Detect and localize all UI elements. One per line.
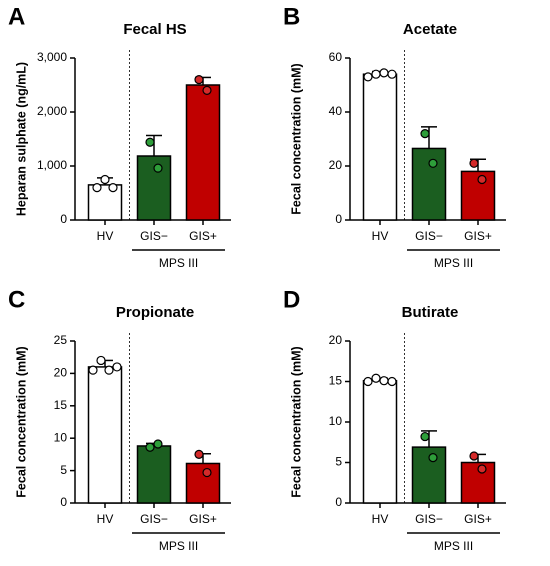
bar: [362, 379, 398, 504]
data-point: [371, 373, 381, 383]
data-point: [88, 365, 98, 375]
y-tick-label: 10: [54, 430, 68, 444]
data-point: [379, 68, 389, 78]
group-label: MPS III: [434, 539, 473, 553]
bar: [87, 366, 123, 504]
x-tick-label: GIS−: [415, 229, 443, 243]
y-tick-label: 2,000: [37, 104, 67, 118]
data-point: [202, 467, 212, 478]
x-tick-label: HV: [372, 512, 389, 526]
x-tick-label: GIS+: [464, 512, 492, 526]
data-point: [92, 183, 102, 193]
y-tick-label: 25: [54, 333, 68, 347]
data-point: [469, 158, 479, 168]
data-point: [428, 158, 438, 168]
y-tick-label: 20: [329, 158, 343, 172]
y-tick-label: 0: [335, 495, 342, 509]
panel-letter: C: [8, 286, 25, 313]
data-point: [371, 69, 381, 79]
data-point: [194, 74, 204, 85]
bar: [411, 147, 447, 221]
chart-title: Fecal HS: [123, 21, 186, 38]
y-tick-label: 0: [60, 495, 67, 509]
data-point: [194, 449, 204, 459]
bar: [185, 462, 221, 504]
data-point: [363, 376, 373, 387]
y-tick-label: 15: [329, 374, 343, 388]
x-tick-label: HV: [372, 229, 389, 243]
panel-letter: B: [283, 3, 300, 30]
bar: [136, 155, 172, 221]
data-point: [202, 85, 212, 96]
y-tick-label: 60: [329, 50, 343, 64]
data-point: [363, 72, 373, 82]
panel: C Propionate Fecal concentration (mM) 0 5 10 1…: [8, 286, 231, 553]
data-point: [145, 137, 155, 147]
data-point: [477, 174, 487, 185]
data-point: [104, 365, 114, 375]
data-point: [428, 453, 438, 463]
x-tick-label: GIS+: [189, 229, 217, 243]
x-tick-label: HV: [97, 229, 114, 243]
x-tick-label: GIS−: [140, 512, 168, 526]
data-point: [145, 442, 155, 452]
y-tick-label: 20: [54, 366, 68, 380]
chart-title: Acetate: [403, 21, 457, 38]
y-tick-label: 5: [335, 455, 342, 469]
y-axis-label: Heparan sulphate (ng/mL): [14, 62, 28, 216]
panel-letter: D: [283, 286, 300, 313]
data-point: [477, 464, 487, 474]
data-point: [469, 451, 479, 461]
data-point: [100, 174, 110, 185]
data-point: [379, 376, 389, 386]
x-tick-label: GIS−: [415, 512, 443, 526]
group-label: MPS III: [159, 256, 198, 270]
data-point: [153, 163, 163, 173]
bar: [362, 73, 398, 221]
panel-letter: A: [8, 3, 25, 30]
bar: [185, 84, 221, 221]
data-point: [112, 362, 122, 372]
data-point: [387, 69, 397, 79]
y-tick-label: 15: [54, 398, 68, 412]
data-point: [96, 355, 106, 366]
chart-title: Propionate: [116, 304, 194, 321]
x-tick-label: GIS+: [464, 229, 492, 243]
group-label: MPS III: [434, 256, 473, 270]
y-axis-label: Fecal concentration (mM): [14, 346, 28, 497]
bar: [136, 445, 172, 504]
y-tick-label: 5: [60, 463, 67, 477]
y-tick-label: 0: [335, 212, 342, 226]
panel: A Fecal HS Heparan sulphate (ng/mL) 0 1,000 2…: [8, 3, 231, 270]
panel: B Acetate Fecal concentration (mM) 0 20 40 60 H…: [283, 3, 506, 270]
y-tick-label: 0: [60, 212, 67, 226]
y-axis-label: Fecal concentration (mM): [289, 63, 303, 214]
y-tick-label: 20: [329, 333, 343, 347]
group-label: MPS III: [159, 539, 198, 553]
y-tick-label: 40: [329, 104, 343, 118]
y-tick-label: 1,000: [37, 158, 67, 172]
y-tick-label: 3,000: [37, 50, 67, 64]
data-point: [387, 376, 397, 387]
y-axis-label: Fecal concentration (mM): [289, 346, 303, 497]
panel: D Butirate Fecal concentration (mM) 0 5 10 15 2…: [283, 286, 506, 553]
data-point: [420, 129, 430, 139]
chart-title: Butirate: [402, 304, 459, 321]
bar: [460, 170, 496, 221]
y-tick-label: 10: [329, 414, 343, 428]
data-point: [420, 431, 430, 442]
data-point: [153, 439, 163, 449]
x-tick-label: GIS+: [189, 512, 217, 526]
x-tick-label: GIS−: [140, 229, 168, 243]
x-tick-label: HV: [97, 512, 114, 526]
data-point: [108, 183, 118, 193]
